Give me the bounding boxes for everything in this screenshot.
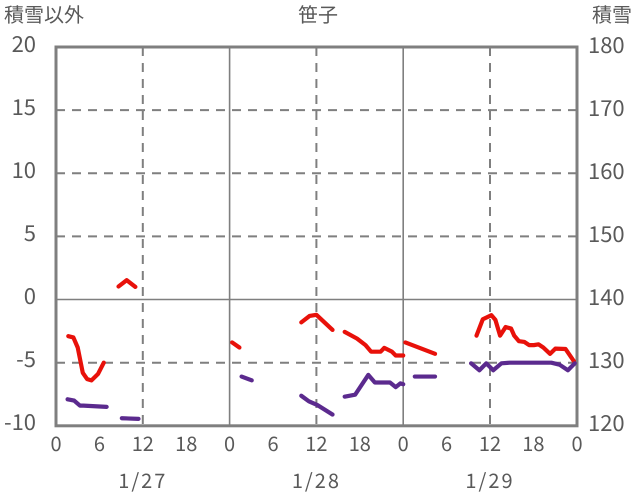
svg-text:12: 12: [305, 428, 327, 457]
svg-text:0: 0: [50, 428, 61, 457]
svg-text:1/27: 1/27: [118, 465, 167, 494]
svg-text:170: 170: [588, 91, 625, 123]
svg-text:18: 18: [349, 428, 371, 457]
svg-text:積雪: 積雪: [592, 0, 632, 28]
svg-text:1/29: 1/29: [465, 465, 514, 494]
svg-text:120: 120: [588, 406, 625, 438]
svg-text:0: 0: [24, 279, 36, 311]
svg-text:10: 10: [12, 153, 36, 185]
svg-text:130: 130: [588, 343, 625, 375]
svg-text:150: 150: [588, 217, 625, 249]
svg-text:笹子: 笹子: [298, 0, 338, 28]
svg-text:0: 0: [571, 428, 582, 457]
svg-text:6: 6: [441, 428, 452, 457]
svg-text:180: 180: [588, 28, 625, 60]
svg-text:160: 160: [588, 154, 625, 186]
svg-text:140: 140: [588, 280, 625, 312]
svg-text:18: 18: [522, 428, 544, 457]
svg-text:-5: -5: [16, 342, 36, 374]
svg-text:12: 12: [479, 428, 501, 457]
svg-text:0: 0: [398, 428, 409, 457]
svg-text:12: 12: [132, 428, 154, 457]
svg-text:18: 18: [175, 428, 197, 457]
svg-text:1/28: 1/28: [292, 465, 341, 494]
svg-text:-10: -10: [4, 405, 36, 437]
svg-text:積雪以外: 積雪以外: [4, 0, 84, 28]
svg-text:0: 0: [224, 428, 235, 457]
svg-text:15: 15: [12, 90, 36, 122]
svg-text:6: 6: [267, 428, 278, 457]
svg-text:20: 20: [12, 27, 36, 59]
svg-text:6: 6: [94, 428, 105, 457]
svg-text:5: 5: [24, 216, 36, 248]
